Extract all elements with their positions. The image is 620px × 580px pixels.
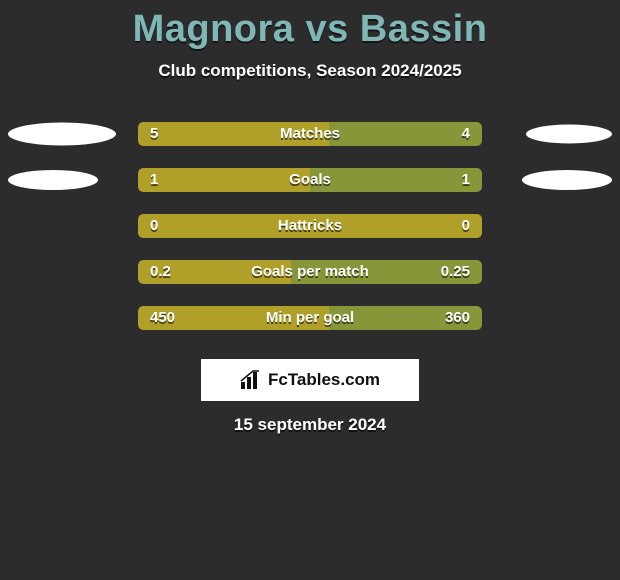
stat-bar: 54Matches <box>138 122 482 146</box>
page-title: Magnora vs Bassin <box>0 0 620 51</box>
brand-text: FcTables.com <box>268 370 380 390</box>
stat-label: Goals <box>138 168 482 192</box>
stat-bar: 0.20.25Goals per match <box>138 260 482 284</box>
right-ellipse <box>522 170 612 190</box>
stat-row: 0.20.25Goals per match <box>0 249 620 295</box>
stat-row: 450360Min per goal <box>0 295 620 341</box>
right-ellipse <box>526 125 612 144</box>
stat-bar: 11Goals <box>138 168 482 192</box>
stat-label: Goals per match <box>138 260 482 284</box>
stat-label: Hattricks <box>138 214 482 238</box>
stat-label: Matches <box>138 122 482 146</box>
left-ellipse <box>8 170 98 190</box>
stat-label: Min per goal <box>138 306 482 330</box>
bar-chart-icon <box>240 370 262 390</box>
stat-row: 00Hattricks <box>0 203 620 249</box>
stat-rows: 54Matches 11Goals 00Hattricks 0.20.25Goals … <box>0 111 620 341</box>
left-ellipse <box>8 123 116 146</box>
page-subtitle: Club competitions, Season 2024/2025 <box>0 61 620 81</box>
stat-row: 11Goals <box>0 157 620 203</box>
brand-box[interactable]: FcTables.com <box>201 359 419 401</box>
page: Magnora vs Bassin Club competitions, Sea… <box>0 0 620 580</box>
date-text: 15 september 2024 <box>0 415 620 435</box>
stat-bar: 450360Min per goal <box>138 306 482 330</box>
stat-bar: 00Hattricks <box>138 214 482 238</box>
stat-row: 54Matches <box>0 111 620 157</box>
